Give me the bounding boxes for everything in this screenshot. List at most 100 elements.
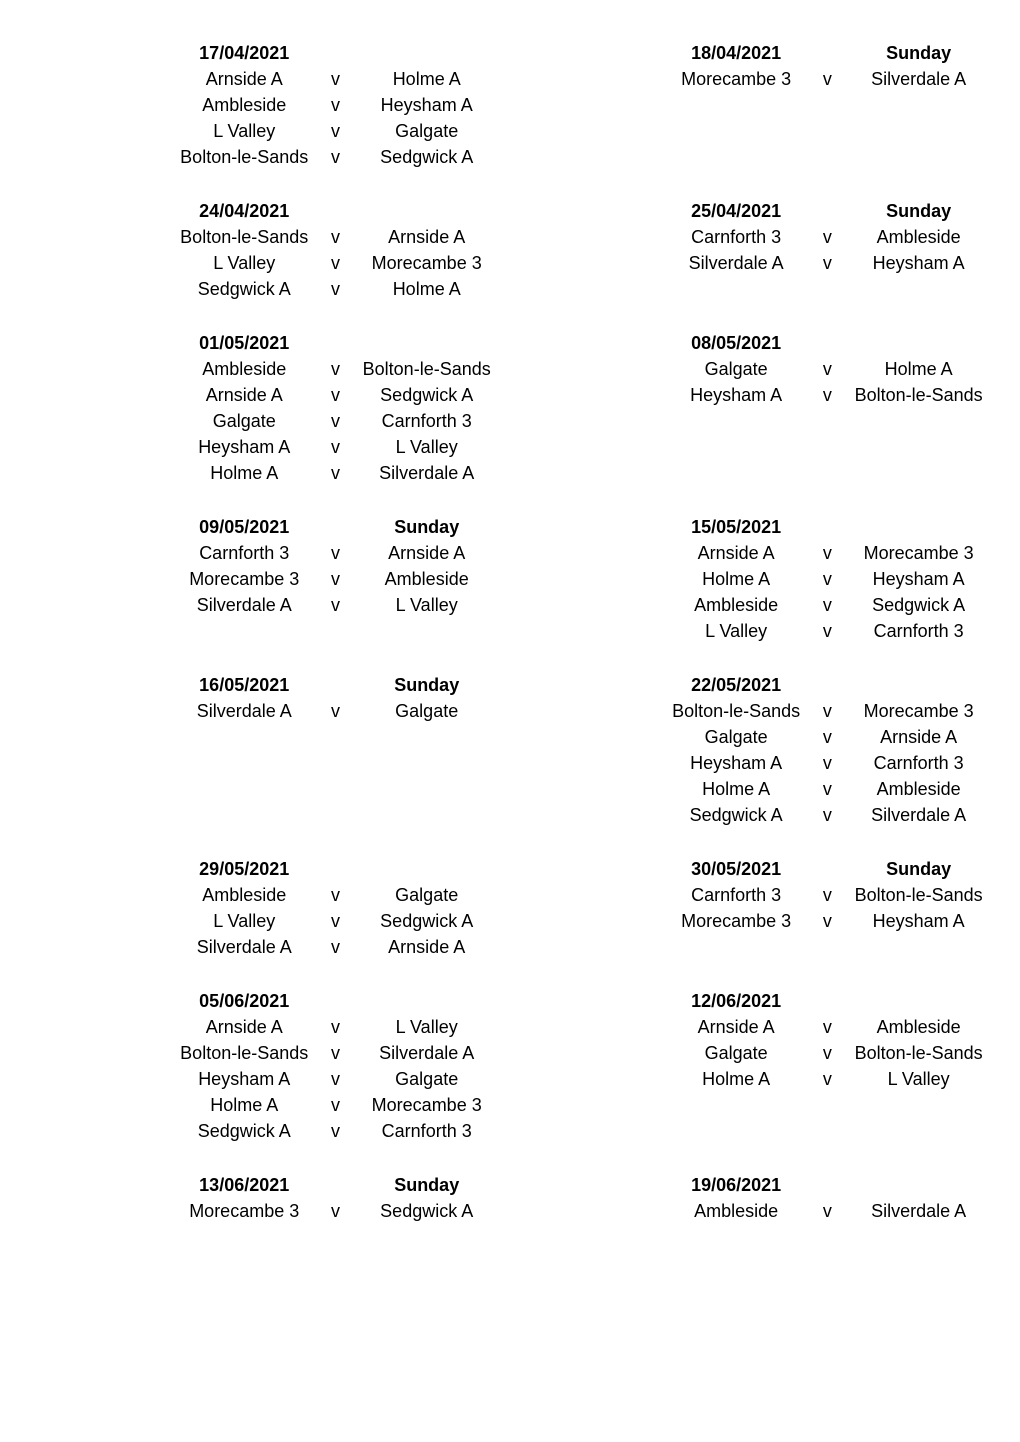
vs-label: v — [316, 566, 356, 592]
fixture-date: 24/04/2021 — [173, 198, 316, 224]
vs-label: v — [808, 724, 848, 750]
fixture-block: .....09/05/2021Carnforth 3Morecambe 3Sil… — [30, 514, 990, 644]
home-team: Holme A — [665, 776, 808, 802]
sunday-label: Sunday — [355, 1172, 498, 1198]
home-team: Ambleside — [173, 92, 316, 118]
vs-label: v — [316, 144, 356, 170]
away-team: Carnforth 3 — [847, 750, 990, 776]
vs-label: v — [808, 1066, 848, 1092]
vs-label: v — [808, 356, 848, 382]
away-team: Silverdale A — [847, 1198, 990, 1224]
fixture-date: 13/06/2021 — [173, 1172, 316, 1198]
away-team: Silverdale A — [355, 460, 498, 486]
sunday-label: Sunday — [355, 672, 498, 698]
vs-label: v — [808, 802, 848, 828]
fixture-date: 25/04/2021 — [665, 198, 808, 224]
vs-label: v — [316, 908, 356, 934]
home-team: Arnside A — [665, 1014, 808, 1040]
vs-label: v — [316, 1118, 356, 1144]
home-team: Silverdale A — [665, 250, 808, 276]
away-team: Carnforth 3 — [355, 408, 498, 434]
vs-label: v — [808, 224, 848, 250]
home-team: Arnside A — [665, 540, 808, 566]
home-team: Galgate — [173, 408, 316, 434]
home-team: Bolton-le-Sands — [173, 144, 316, 170]
home-team: Heysham A — [665, 382, 808, 408]
vs-label: v — [808, 250, 848, 276]
vs-label: v — [316, 1040, 356, 1066]
fixtures-page: .....17/04/2021Arnside AAmblesideL Valle… — [0, 0, 1020, 1292]
away-team: Bolton-le-Sands — [355, 356, 498, 382]
home-team: Bolton-le-Sands — [665, 698, 808, 724]
fixture-block: ......16/05/2021Silverdale A.....v....Su… — [30, 672, 990, 828]
fixture-date: 09/05/2021 — [173, 514, 316, 540]
sunday-label: Sunday — [847, 198, 990, 224]
vs-label: v — [316, 408, 356, 434]
vs-label: v — [808, 750, 848, 776]
vs-label: v — [808, 618, 848, 644]
home-team: Arnside A — [173, 382, 316, 408]
away-team: Morecambe 3 — [847, 698, 990, 724]
away-team: Silverdale A — [355, 1040, 498, 1066]
home-team: Silverdale A — [173, 592, 316, 618]
away-team: Galgate — [355, 698, 498, 724]
away-team: Ambleside — [847, 1014, 990, 1040]
fixture-date: 16/05/2021 — [173, 672, 316, 698]
fixture-date: 18/04/2021 — [665, 40, 808, 66]
home-team: Ambleside — [173, 356, 316, 382]
vs-label: v — [808, 698, 848, 724]
away-team: Sedgwick A — [847, 592, 990, 618]
away-team: Heysham A — [847, 250, 990, 276]
vs-label: v — [316, 1014, 356, 1040]
vs-label: v — [808, 1040, 848, 1066]
vs-label: v — [316, 882, 356, 908]
fixture-block: ......05/06/2021Arnside ABolton-le-Sands… — [30, 988, 990, 1144]
vs-label: v — [316, 276, 356, 302]
fixture-block: ....24/04/2021Bolton-le-SandsL ValleySed… — [30, 198, 990, 302]
vs-label: v — [316, 92, 356, 118]
home-team: Sedgwick A — [173, 276, 316, 302]
fixture-date: 19/06/2021 — [665, 1172, 808, 1198]
away-team: Arnside A — [355, 540, 498, 566]
vs-label: v — [316, 382, 356, 408]
away-team: Galgate — [355, 882, 498, 908]
home-team: Galgate — [665, 724, 808, 750]
home-team: L Valley — [173, 118, 316, 144]
home-team: Morecambe 3 — [665, 908, 808, 934]
vs-label: v — [316, 224, 356, 250]
home-team: Bolton-le-Sands — [173, 224, 316, 250]
away-team: Ambleside — [355, 566, 498, 592]
away-team: Morecambe 3 — [847, 540, 990, 566]
home-team: Morecambe 3 — [173, 566, 316, 592]
away-team: L Valley — [355, 592, 498, 618]
away-team: Silverdale A — [847, 802, 990, 828]
home-team: Galgate — [665, 356, 808, 382]
away-team: Holme A — [847, 356, 990, 382]
fixture-date: 22/05/2021 — [665, 672, 808, 698]
away-team: Sedgwick A — [355, 908, 498, 934]
away-team: Ambleside — [847, 776, 990, 802]
away-team: L Valley — [355, 1014, 498, 1040]
home-team: Carnforth 3 — [665, 224, 808, 250]
home-team: Ambleside — [665, 1198, 808, 1224]
away-team: Bolton-le-Sands — [847, 1040, 990, 1066]
away-team: Morecambe 3 — [355, 1092, 498, 1118]
fixture-date: 17/04/2021 — [173, 40, 316, 66]
home-team: Silverdale A — [173, 698, 316, 724]
vs-label: v — [316, 1198, 356, 1224]
away-team: Sedgwick A — [355, 382, 498, 408]
home-team: Arnside A — [173, 1014, 316, 1040]
sunday-label: Sunday — [847, 40, 990, 66]
home-team: Ambleside — [173, 882, 316, 908]
away-team: Morecambe 3 — [355, 250, 498, 276]
away-team: Arnside A — [847, 724, 990, 750]
sunday-label: Sunday — [355, 514, 498, 540]
vs-label: v — [808, 66, 848, 92]
away-team: Galgate — [355, 1066, 498, 1092]
vs-label: v — [316, 540, 356, 566]
vs-label: v — [808, 1014, 848, 1040]
vs-label: v — [808, 592, 848, 618]
vs-label: v — [808, 908, 848, 934]
vs-label: v — [808, 566, 848, 592]
home-team: Ambleside — [665, 592, 808, 618]
